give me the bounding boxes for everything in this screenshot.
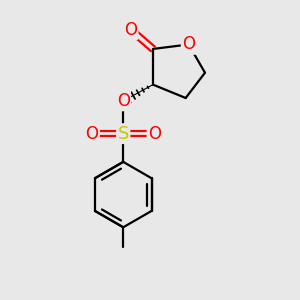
- Text: O: O: [117, 92, 130, 110]
- Text: S: S: [118, 125, 129, 143]
- Text: O: O: [148, 125, 161, 143]
- Text: O: O: [124, 21, 137, 39]
- Text: O: O: [85, 125, 98, 143]
- Text: O: O: [182, 35, 195, 53]
